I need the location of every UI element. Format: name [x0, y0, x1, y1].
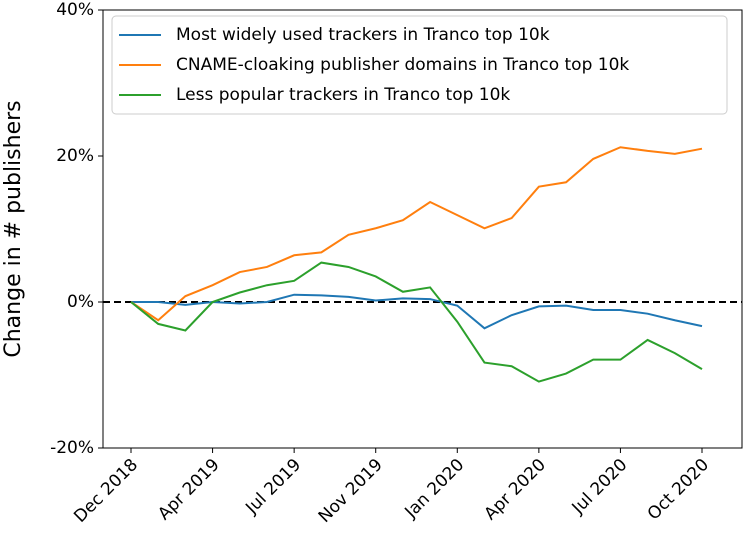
y-tick-label: 20%	[56, 146, 94, 166]
x-tick-label: Nov 2019	[315, 455, 387, 527]
plot-frame	[102, 9, 743, 449]
legend-box	[111, 15, 728, 115]
x-tick-label: Jul 2019	[241, 455, 305, 519]
y-axis-label: Change in # publishers	[1, 100, 26, 357]
series-line	[130, 146, 703, 322]
legend-label: Most widely used trackers in Tranco top …	[176, 25, 550, 45]
series-line	[130, 261, 703, 383]
series-line	[131, 293, 703, 330]
x-tick-label: Jul 2020	[568, 455, 632, 519]
y-tick-label: 40%	[56, 0, 94, 20]
x-tick-label: Apr 2020	[481, 455, 550, 524]
legend-label: Less popular trackers in Tranco top 10k	[176, 85, 510, 105]
x-tick-label: Apr 2019	[154, 455, 223, 524]
x-tick-label: Dec 2018	[70, 455, 142, 527]
x-tick-label: Oct 2020	[644, 455, 713, 524]
y-tick-label: -20%	[50, 438, 94, 458]
x-tick-label: Jan 2020	[401, 455, 469, 523]
y-tick-label: 0%	[67, 292, 94, 312]
legend-label: CNAME-cloaking publisher domains in Tran…	[176, 55, 629, 75]
